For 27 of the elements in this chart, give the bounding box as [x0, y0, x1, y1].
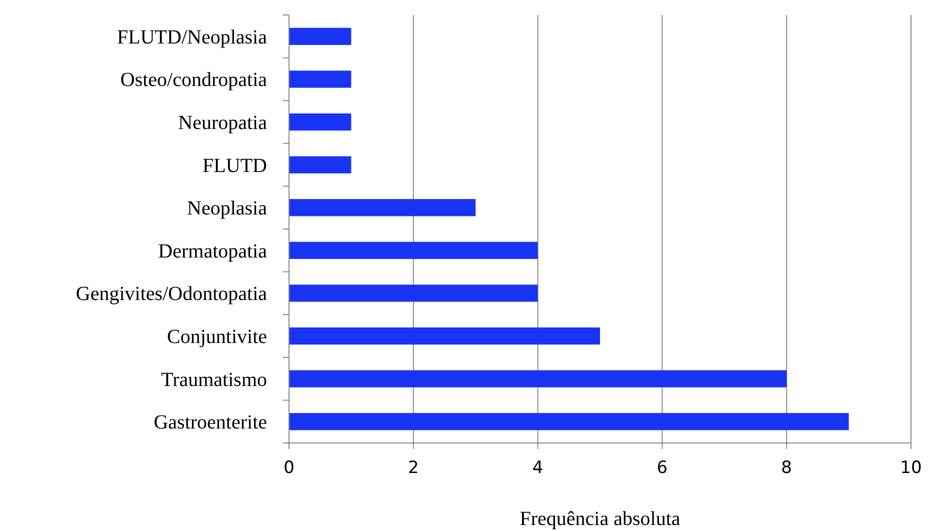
- y-tick-label: Osteo/condropatia: [120, 69, 268, 92]
- bar: [289, 413, 849, 430]
- y-tick-label: Neuropatia: [178, 112, 268, 134]
- y-tick-label: Dermatopatia: [158, 240, 268, 262]
- bar: [289, 242, 538, 259]
- x-tick-label: 4: [532, 458, 544, 478]
- bar: [289, 70, 352, 88]
- y-tick-label: Neoplasia: [187, 198, 268, 220]
- x-tick-label: 0: [284, 458, 294, 478]
- y-tick-label: FLUTD/Neoplasia: [117, 26, 268, 48]
- bar: [289, 156, 352, 174]
- y-tick-label: Gengivites/Odontopatia: [76, 283, 268, 306]
- y-tick-label: FLUTD: [202, 154, 267, 177]
- bar: [289, 113, 352, 131]
- x-axis-title: Frequência absoluta: [520, 508, 680, 530]
- bar: [289, 199, 476, 216]
- x-tick-label: 2: [408, 458, 419, 478]
- x-tick-label: 10: [900, 458, 922, 478]
- bar: [289, 327, 600, 345]
- y-tick-label: Gastroenterite: [154, 412, 268, 434]
- bar: [289, 28, 352, 45]
- y-tick-label: Traumatismo: [161, 368, 267, 391]
- bar: [289, 370, 787, 388]
- x-tick-label: 8: [781, 458, 792, 478]
- x-tick-label: 6: [656, 458, 668, 478]
- y-tick-label: Conjuntivite: [167, 326, 268, 348]
- bar: [289, 284, 538, 302]
